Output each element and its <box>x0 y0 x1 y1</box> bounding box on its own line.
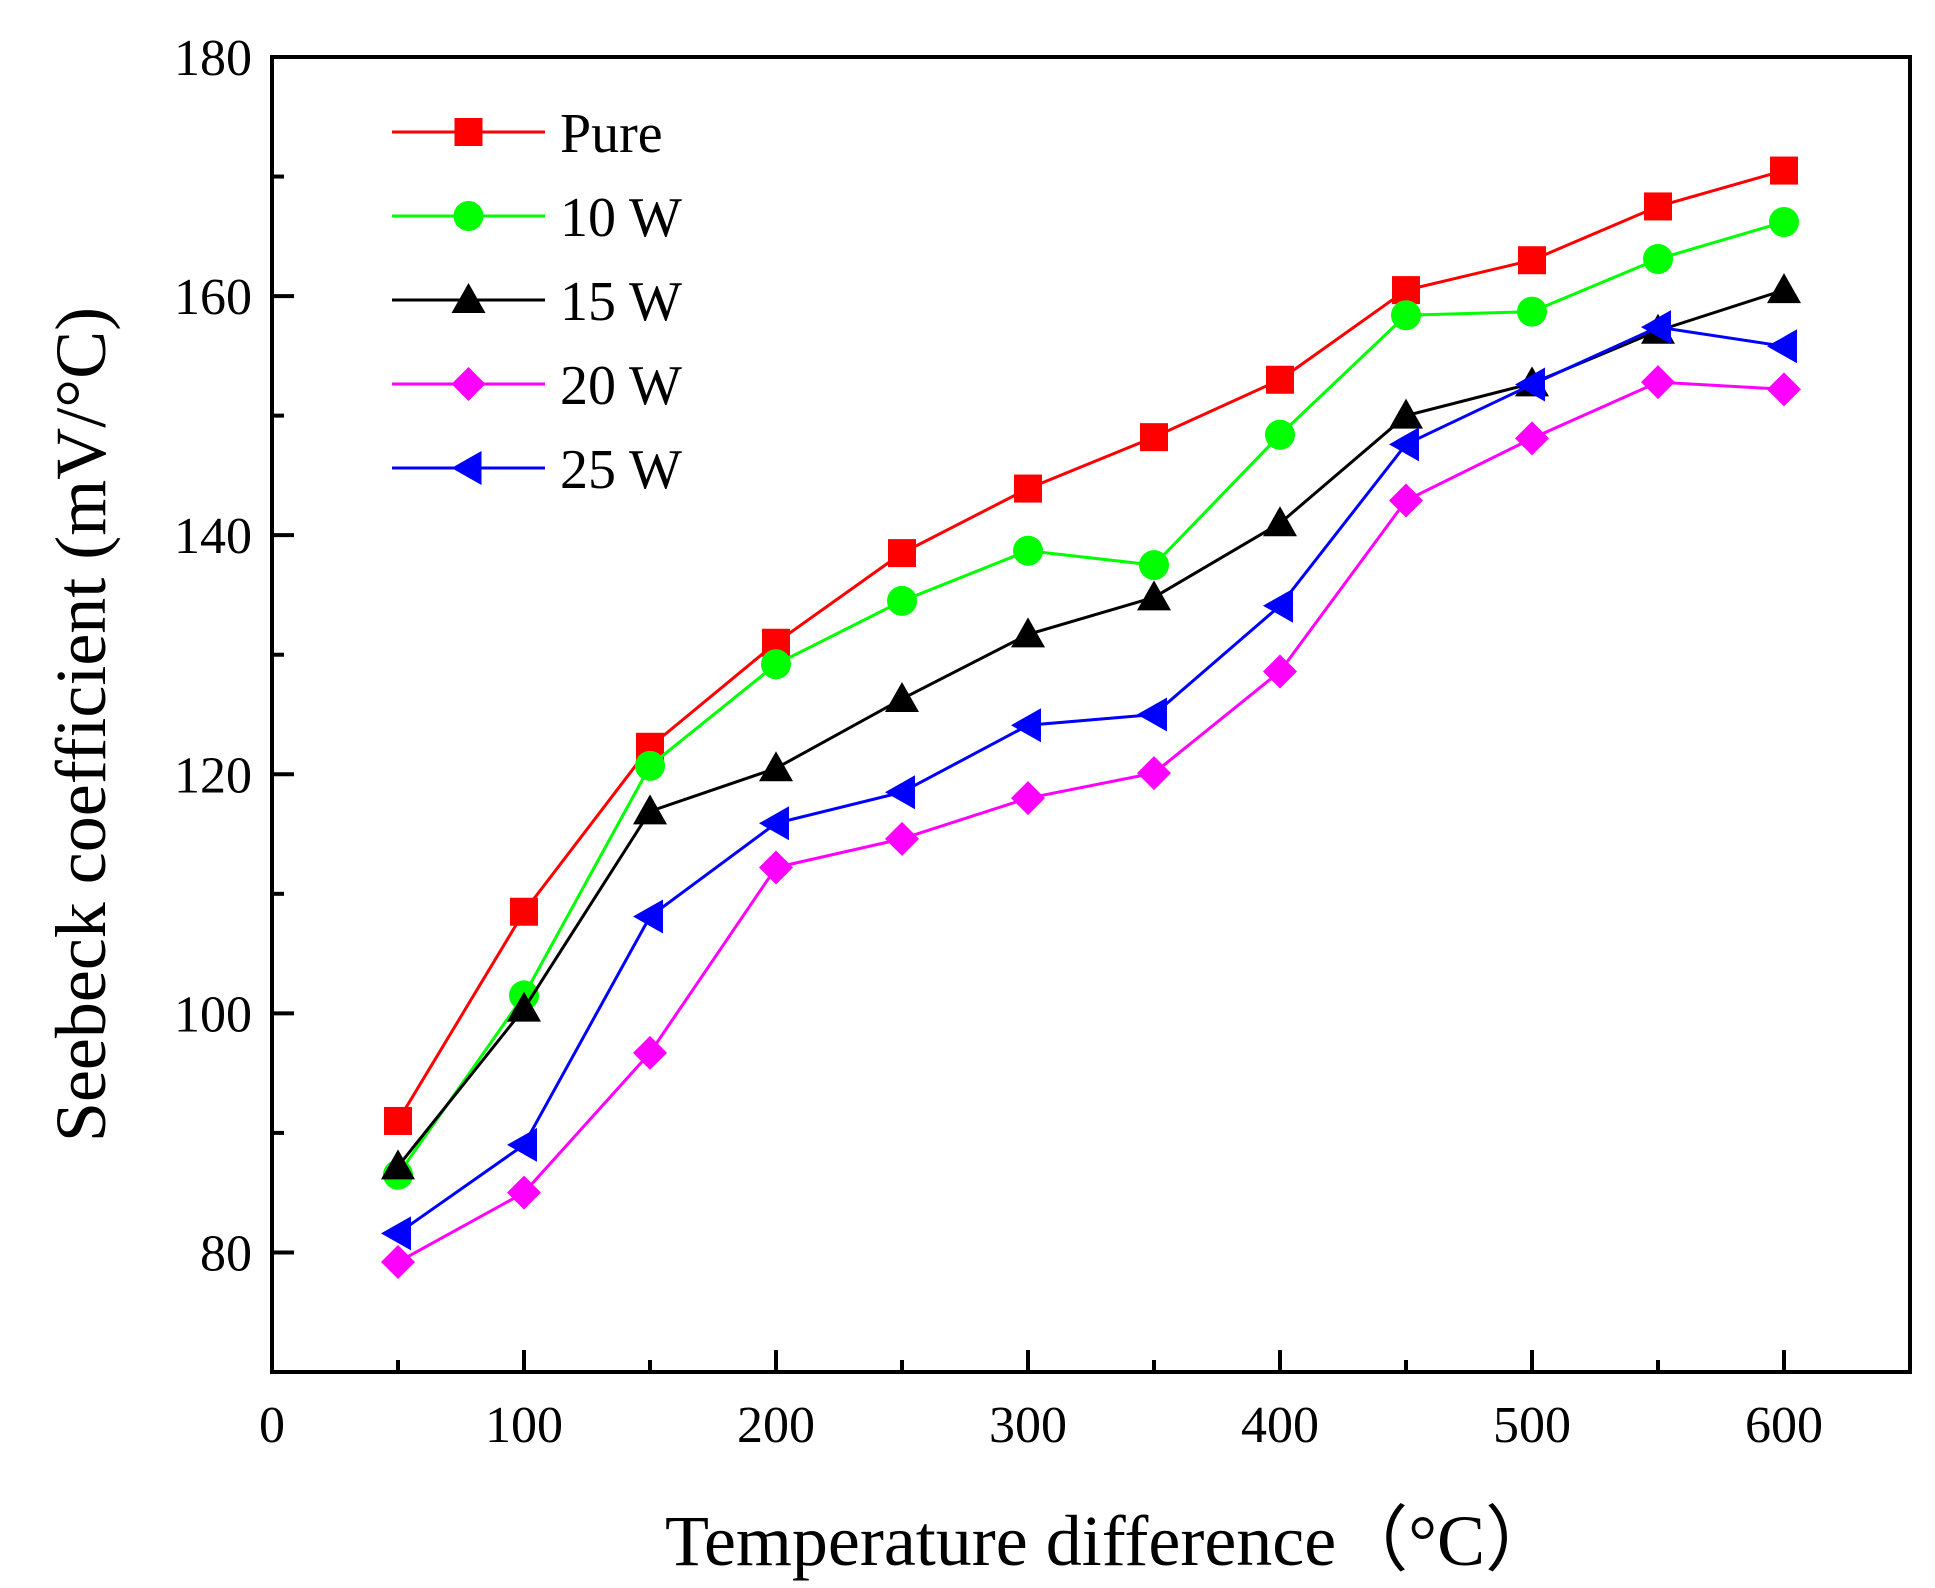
data-point-10w <box>1391 300 1421 331</box>
data-point-pure <box>384 1106 412 1135</box>
x-tick-label: 500 <box>1493 1397 1571 1454</box>
data-point-10w <box>635 750 665 781</box>
data-point-25w <box>1641 310 1671 345</box>
data-point-20w <box>759 850 793 885</box>
legend-item-10w: 10 W <box>392 187 682 249</box>
data-point-20w <box>1767 372 1801 407</box>
data-point-20w <box>633 1035 667 1070</box>
legend-marker-15w <box>451 283 486 313</box>
x-tick-label: 0 <box>259 1397 285 1454</box>
y-tick-label: 140 <box>174 508 252 565</box>
data-point-15w <box>759 751 793 782</box>
data-point-25w <box>885 775 915 810</box>
data-point-15w <box>633 794 667 825</box>
data-point-25w <box>381 1216 411 1251</box>
y-tick-label: 80 <box>200 1225 252 1282</box>
legend-marker-20w <box>451 367 486 401</box>
data-point-10w <box>887 585 917 616</box>
data-point-10w <box>1769 206 1799 237</box>
legend-item-20w: 20 W <box>392 355 682 417</box>
legend-label-10w: 10 W <box>560 187 682 249</box>
legend-label-25w: 25 W <box>560 439 682 501</box>
data-point-10w <box>1643 244 1673 275</box>
legend-item-15w: 15 W <box>392 271 682 333</box>
legend: Pure 10 W 15 W 20 W 25 W <box>392 103 682 501</box>
data-point-15w <box>1263 506 1297 537</box>
legend-marker-25w <box>451 451 482 485</box>
data-point-pure <box>1140 423 1168 452</box>
data-point-pure <box>888 539 916 568</box>
data-point-15w <box>885 681 919 712</box>
data-point-pure <box>1770 156 1798 185</box>
series-20w <box>381 365 1801 1280</box>
data-point-15w <box>1767 273 1801 304</box>
data-point-25w <box>1263 588 1293 623</box>
data-point-pure <box>1014 474 1042 503</box>
series-pure <box>384 156 1798 1135</box>
data-point-pure <box>1644 192 1672 221</box>
y-tick-label: 100 <box>174 986 252 1043</box>
data-point-pure <box>1518 246 1546 275</box>
legend-item-25w: 25 W <box>392 439 682 501</box>
data-point-25w <box>1137 697 1167 732</box>
y-tick-label: 180 <box>174 30 252 87</box>
data-point-25w <box>1011 708 1041 743</box>
x-axis-title: Temperature difference（°C） <box>665 1501 1557 1581</box>
data-point-20w <box>381 1245 415 1280</box>
x-tick-label: 100 <box>485 1397 563 1454</box>
legend-marker-pure <box>454 118 483 146</box>
data-point-25w <box>633 899 663 934</box>
series-layer <box>381 156 1801 1280</box>
data-point-15w <box>381 1149 415 1180</box>
legend-item-pure: Pure <box>392 103 663 165</box>
data-point-pure <box>1392 276 1420 305</box>
data-point-20w <box>885 821 919 856</box>
legend-label-20w: 20 W <box>560 355 682 417</box>
data-point-20w <box>1011 781 1045 816</box>
series-line-10w <box>396 220 1785 1176</box>
tick-labels: 0 100 200 300 400 500 600 80 100 120 140 160 180 <box>174 30 1823 1454</box>
data-point-20w <box>1137 756 1171 791</box>
data-point-25w <box>1389 427 1419 462</box>
series-line-20w <box>397 380 1785 1264</box>
legend-label-15w: 15 W <box>560 271 682 333</box>
x-tick-label: 300 <box>989 1397 1067 1454</box>
data-point-10w <box>761 649 791 680</box>
data-point-15w <box>1389 398 1423 429</box>
data-point-25w <box>1515 367 1545 402</box>
data-point-25w <box>1767 329 1797 364</box>
data-point-25w <box>759 806 789 841</box>
data-point-10w <box>1139 550 1169 581</box>
data-point-20w <box>1515 421 1549 456</box>
x-tick-label: 200 <box>737 1397 815 1454</box>
data-point-15w <box>507 991 541 1022</box>
series-line-pure <box>396 169 1785 1122</box>
data-point-15w <box>1011 617 1045 648</box>
legend-marker-10w <box>453 201 484 231</box>
series-line-25w <box>397 325 1785 1235</box>
x-tick-label: 600 <box>1745 1397 1823 1454</box>
data-point-pure <box>510 897 538 926</box>
data-point-10w <box>1265 419 1295 450</box>
data-point-15w <box>1137 580 1171 611</box>
plot-frame <box>270 55 1912 1374</box>
y-tick-label: 120 <box>174 747 252 804</box>
data-point-20w <box>1389 483 1423 518</box>
data-point-25w <box>507 1127 537 1162</box>
data-point-20w <box>507 1175 541 1210</box>
legend-label-pure: Pure <box>560 103 663 165</box>
series-25w <box>381 310 1797 1251</box>
data-point-pure <box>1266 365 1294 394</box>
y-tick-label: 160 <box>174 269 252 326</box>
data-point-20w <box>1263 654 1297 689</box>
x-tick-label: 400 <box>1241 1397 1319 1454</box>
data-point-20w <box>1641 365 1675 400</box>
data-point-10w <box>1013 535 1043 566</box>
y-axis-title: Seebeck coefficient (mV/°C) <box>41 307 121 1142</box>
data-point-10w <box>1517 296 1547 327</box>
